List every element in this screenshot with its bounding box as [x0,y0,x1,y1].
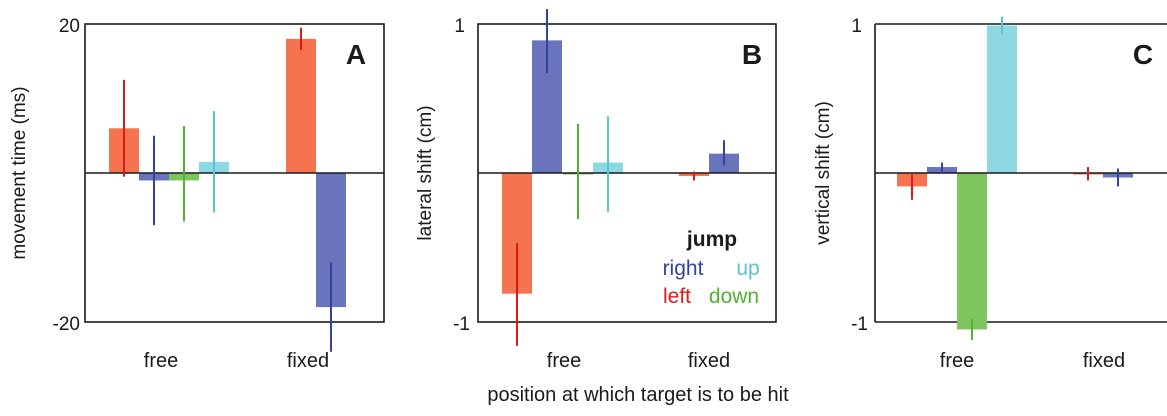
bar-free-up [987,25,1017,173]
panel-b-letter: B [742,39,762,70]
panel-c-ytick-top: 1 [851,16,862,37]
legend-item-down: down [709,285,759,308]
panel-a-ylabel: movement time (ms) [9,86,30,259]
legend-title: jump [686,228,737,251]
panel-c-ytick-bottom: -1 [851,314,868,335]
panel-a-ytick-bottom: -20 [53,314,80,335]
bar-free-down [957,173,987,330]
panel-b-cat-fixed: fixed [688,350,730,372]
panel-c-ylabel: vertical shift (cm) [813,101,834,245]
panel-b: B 1 -1 lateral shift (cm) free fixed jum… [415,9,777,372]
panel-b-ytick-bottom: -1 [453,314,470,335]
panel-a-ytick-top: 20 [59,16,80,37]
legend-item-left: left [663,285,691,308]
panel-c: C 1 -1 vertical shift (cm) free fixed [813,16,1167,372]
panel-b-ylabel: lateral shift (cm) [415,105,436,240]
panel-c-cat-fixed: fixed [1083,350,1125,372]
panel-a-cat-free: free [144,350,178,372]
panel-b-bars [478,9,776,346]
panel-c-bars [875,16,1167,340]
panel-c-letter: C [1133,39,1153,70]
legend-item-up: up [736,257,759,280]
panel-a-letter: A [346,39,366,70]
panel-c-cat-free: free [940,350,974,372]
panel-a: A 20 -20 movement time (ms) free fixed [9,16,385,372]
panel-b-cat-free: free [547,350,581,372]
panel-a-bars [85,27,384,352]
x-axis-label: position at which target is to be hit [487,384,789,406]
legend-item-right: right [663,257,704,280]
bar-fixed-left [286,38,316,174]
panel-a-cat-fixed: fixed [287,350,329,372]
panel-b-ytick-top: 1 [454,16,465,37]
legend: jump right up left down [663,228,760,308]
